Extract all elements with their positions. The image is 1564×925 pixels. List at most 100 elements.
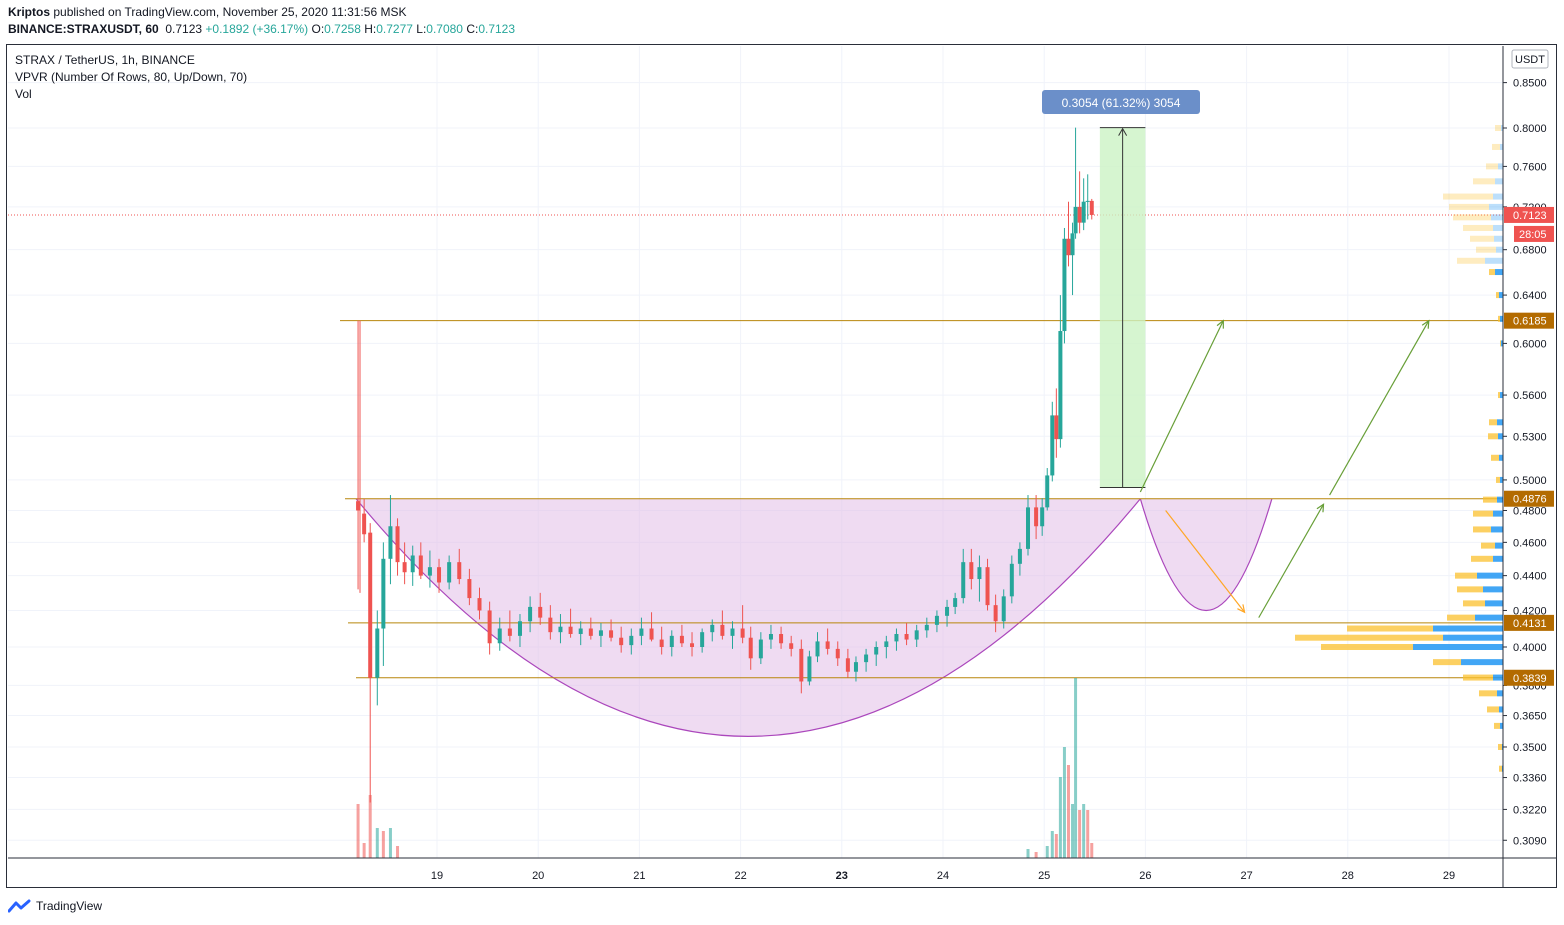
y-tick-label: 0.3360: [1513, 773, 1547, 785]
vpvr-down-bar: [1496, 476, 1500, 483]
projection-arrow-head: [1421, 319, 1430, 329]
volume-bar: [1026, 849, 1030, 858]
candle-body: [758, 639, 763, 659]
candle-body: [1034, 507, 1039, 527]
candle-body: [538, 606, 543, 618]
vpvr-up-bar: [1500, 143, 1503, 150]
candle-body: [730, 628, 735, 636]
candle-body: [807, 656, 812, 682]
vpvr-up-bar: [1500, 315, 1503, 322]
volume-bar: [388, 828, 392, 858]
volume-bar: [1062, 747, 1066, 858]
level-label-bg: [1504, 669, 1554, 686]
x-tick-label: 20: [532, 870, 544, 882]
countdown-label-bg: [1514, 225, 1554, 242]
candle-body: [710, 624, 715, 633]
symbol-ohlc-line: BINANCE:STRAXUSDT, 60 0.7123 +0.1892 (+3…: [8, 22, 515, 36]
vpvr-up-bar: [1491, 526, 1503, 533]
vpvr-down-bar: [1489, 269, 1495, 276]
projection-arrow-line: [1139, 320, 1224, 493]
candle-body: [993, 605, 998, 622]
candle-body: [1089, 200, 1094, 215]
cup-fill: [356, 498, 1141, 737]
author-name[interactable]: Kriptos: [8, 5, 50, 19]
x-tick-label: 23: [836, 870, 848, 882]
candle-body: [700, 632, 705, 647]
vpvr-down-bar: [1481, 542, 1495, 549]
vpvr-down-bar: [1455, 572, 1477, 579]
vpvr-up-bar: [1413, 644, 1503, 650]
vpvr-down-bar: [1495, 125, 1501, 131]
level-label-bg: [1504, 490, 1554, 507]
legend-vol: Vol: [15, 87, 32, 101]
candle-body: [1045, 475, 1050, 508]
footer-brand[interactable]: TradingView: [8, 899, 102, 913]
candle-body: [1070, 233, 1075, 256]
candle-body: [437, 567, 442, 583]
level-label-bg: [1504, 614, 1554, 631]
y-tick-label: 0.5300: [1513, 431, 1547, 443]
x-tick-label: 22: [734, 870, 746, 882]
candle-body: [1054, 415, 1059, 440]
y-tick-label: 0.3500: [1513, 742, 1547, 754]
candle-body: [679, 635, 684, 644]
vpvr-up-bar: [1501, 340, 1503, 347]
candle-body: [558, 626, 563, 633]
vpvr-up-bar: [1497, 690, 1503, 697]
candle-body: [1058, 331, 1063, 440]
currency-label: USDT: [1515, 54, 1545, 66]
vpvr-up-bar: [1483, 586, 1503, 593]
handle-outline: [1139, 498, 1273, 611]
candle-body: [825, 641, 830, 649]
open-label: O:: [311, 22, 325, 36]
candle-body: [1017, 548, 1022, 564]
candle-body: [953, 598, 958, 607]
y-tick-label: 0.8000: [1513, 123, 1547, 135]
vpvr-down-bar: [1463, 674, 1493, 681]
change-value: +0.1892 (+36.17%): [205, 22, 309, 36]
candle-body: [1040, 507, 1045, 527]
candle-body: [845, 658, 850, 672]
vpvr-up-bar: [1493, 224, 1503, 231]
candle-body: [853, 662, 858, 672]
vpvr-down-bar: [1489, 419, 1497, 426]
measure-label: 0.3054 (61.32%) 3054: [1062, 96, 1181, 110]
candle-body: [904, 634, 909, 640]
candle-body: [1077, 206, 1082, 223]
volume-bar: [1034, 852, 1038, 858]
projection-arrow-head: [1237, 604, 1246, 614]
candle-body: [619, 637, 624, 646]
level-label: 0.4131: [1513, 618, 1547, 630]
candle-body: [467, 579, 472, 599]
vpvr-up-bar: [1498, 433, 1503, 440]
x-tick-label: 26: [1139, 870, 1151, 882]
vpvr-down-bar: [1486, 163, 1498, 170]
vpvr-down-bar: [1473, 510, 1493, 517]
vpvr-up-bar: [1461, 659, 1503, 666]
candle-body: [669, 635, 674, 647]
projection-arrow-line: [1329, 320, 1430, 496]
vpvr-up-bar: [1477, 572, 1503, 579]
candle-body: [1009, 563, 1014, 597]
volume-bar: [1090, 843, 1094, 858]
last-price-label-bg: [1504, 206, 1554, 223]
vpvr-down-bar: [1494, 722, 1500, 729]
open-value: 0.7258: [324, 22, 361, 36]
projection-arrow-line: [1258, 503, 1325, 618]
vpvr-down-bar: [1463, 224, 1493, 231]
vpvr-down-bar: [1492, 143, 1500, 150]
candle-body: [362, 513, 367, 535]
candle-body: [517, 621, 522, 636]
volume-bar: [1066, 765, 1070, 858]
candle-body: [427, 567, 432, 576]
volume-bar: [381, 831, 385, 858]
volume-bar: [1086, 810, 1090, 858]
legend-title: STRAX / TetherUS, 1h, BINANCE: [15, 53, 195, 67]
candle-body: [497, 628, 502, 644]
x-tick-label: 29: [1443, 870, 1455, 882]
vpvr-down-bar: [1500, 340, 1501, 347]
candle-body: [934, 615, 939, 625]
last-price-label: 0.7123: [1513, 210, 1547, 222]
vpvr-up-bar: [1485, 257, 1503, 264]
